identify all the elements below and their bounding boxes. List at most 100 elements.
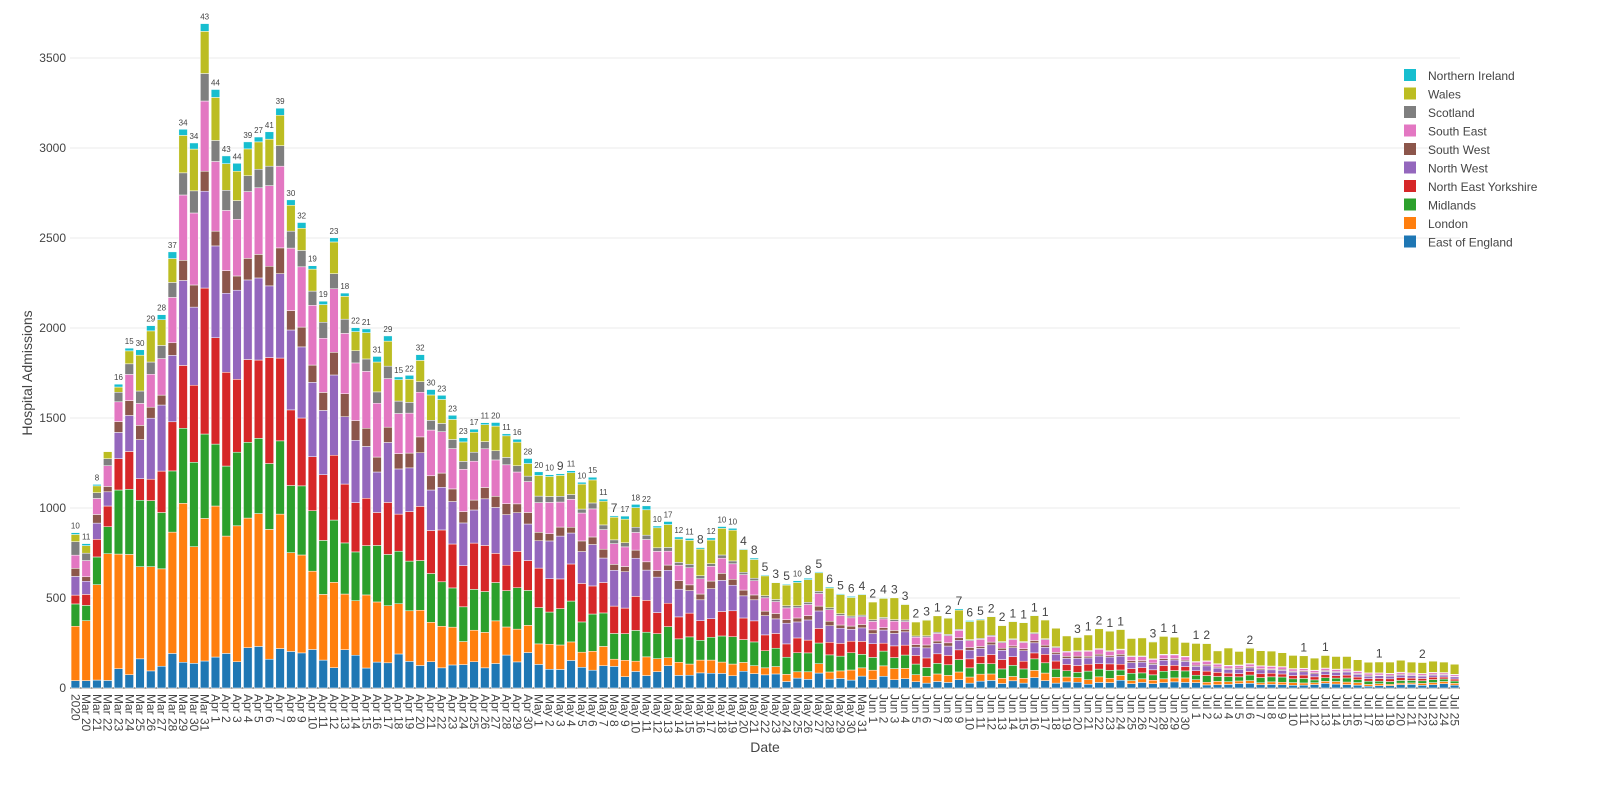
bar-segment-midlands [792, 652, 802, 673]
bar-segment-wales [1299, 655, 1309, 669]
bar-segment-north-east-yorkshire [383, 502, 393, 555]
legend-item-wales[interactable]: Wales [1404, 87, 1461, 102]
bar-segment-northern-ireland [598, 498, 608, 502]
bar-top-label: 20 [534, 461, 543, 470]
bar-segment-wales [350, 331, 361, 351]
bar-segment-north-east-yorkshire [135, 478, 145, 501]
bar-segment-north-east-yorkshire [70, 594, 80, 605]
legend-item-south-east[interactable]: South East [1404, 124, 1487, 139]
bar-segment-northern-ireland [243, 141, 253, 150]
bar-segment-north-west [1256, 669, 1266, 675]
bar-segment-south-east [641, 539, 652, 563]
legend-item-east-of-england[interactable]: East of England [1404, 235, 1513, 250]
bar-segment-midlands [631, 630, 641, 662]
bar-segment-north-east-yorkshire [210, 337, 221, 445]
bar-segment-northern-ireland [641, 505, 652, 511]
bar-segment-scotland [254, 168, 264, 189]
bar-segment-north-east-yorkshire [1148, 669, 1158, 676]
x-tick-label: Jul 9 [1275, 694, 1289, 720]
bar-stack [728, 528, 738, 689]
bar-stack [124, 347, 134, 689]
bar-segment-north-west [588, 544, 598, 587]
bar-segment-northern-ireland [92, 484, 102, 487]
bar-segment-north-east-yorkshire [620, 607, 630, 634]
bar-segment-east-of-england [469, 661, 479, 689]
bar-segment-midlands [878, 650, 889, 667]
bar-segment-london [1213, 681, 1223, 686]
bar-segment-london [760, 667, 770, 676]
bar-top-label: 30 [286, 189, 295, 198]
bar-top-label: 1 [1020, 607, 1027, 621]
bar-segment-south-west [189, 284, 199, 308]
bar-segment-london [1159, 678, 1169, 683]
bar-segment-south-west [491, 496, 501, 508]
bar-stack [404, 375, 414, 689]
bar-segment-north-west [1126, 662, 1136, 669]
bar-stack [1126, 638, 1136, 689]
bar-top-label: 44 [211, 79, 220, 88]
legend-item-northern-ireland[interactable]: Northern Ireland [1404, 69, 1515, 83]
bar-segment-south-west [943, 642, 953, 647]
bar-segment-northern-ireland [124, 347, 134, 352]
bar-segment-north-east-yorkshire [1062, 664, 1072, 671]
bar-top-label: 10 [577, 471, 586, 480]
bar-segment-south-east [501, 464, 511, 504]
bar-segment-south-east [447, 448, 458, 490]
bar-segment-london [254, 513, 264, 647]
bar-segment-midlands [674, 638, 684, 663]
bar-segment-south-east [415, 392, 425, 438]
bar-segment-northern-ireland [340, 292, 350, 297]
bar-segment-north-west [965, 649, 975, 660]
bar-segment-wales [1105, 630, 1115, 651]
bar-segment-south-west [544, 533, 555, 542]
bar-segment-east-of-england [1051, 682, 1061, 689]
bar-segment-south-west [318, 392, 328, 411]
legend-item-midlands[interactable]: Midlands [1404, 198, 1476, 213]
x-tick-label: Jun 26 [1135, 694, 1149, 730]
bar-segment-south-east [1116, 649, 1126, 655]
bar-top-label: 11 [599, 488, 608, 497]
legend-item-scotland[interactable]: Scotland [1404, 106, 1475, 120]
bar-segment-south-west [792, 617, 802, 623]
bar-segment-scotland [544, 496, 555, 503]
bar-segment-northern-ireland [491, 422, 501, 427]
bar-segment-north-west [1277, 670, 1287, 675]
bar-segment-north-west [167, 355, 177, 423]
bar-segment-wales [501, 435, 511, 458]
bar-segment-northern-ireland [792, 580, 802, 583]
legend-item-london[interactable]: London [1404, 217, 1468, 231]
bar-stack [781, 583, 792, 689]
bar-segment-north-west [1385, 675, 1395, 680]
x-tick-label: May 8 [607, 694, 621, 727]
bar-segment-south-west [415, 436, 425, 453]
bar-segment-midlands [1169, 670, 1180, 679]
legend-item-north-east-yorkshire[interactable]: North East Yorkshire [1404, 180, 1538, 194]
bar-segment-south-east [1223, 665, 1233, 669]
bar-top-label: 10 [71, 522, 80, 531]
x-tick-label: Jul 8 [1264, 694, 1278, 720]
x-tick-label: May 30 [844, 694, 858, 734]
bar-segment-scotland [771, 599, 781, 602]
y-tick-label: 3500 [39, 51, 66, 65]
legend-item-north-west[interactable]: North West [1404, 161, 1488, 176]
bar-stack [1309, 657, 1320, 689]
bar-top-label: 4 [880, 583, 887, 597]
x-tick-label: May 16 [693, 694, 707, 734]
bar-stack [846, 596, 856, 689]
bar-segment-northern-ireland [469, 428, 479, 433]
bar-top-label: 23 [459, 427, 468, 436]
bar-segment-wales [113, 386, 124, 393]
bar-segment-south-west [911, 644, 921, 648]
bar-top-label: 6 [826, 572, 833, 586]
bar-segment-north-west [394, 468, 404, 515]
bar-segment-east-of-england [1159, 682, 1169, 689]
bar-segment-east-of-england [728, 675, 738, 689]
bar-segment-east-of-england [361, 667, 371, 689]
legend-label: South East [1428, 125, 1487, 139]
legend-item-south-west[interactable]: South West [1404, 143, 1490, 157]
bar-segment-north-west [254, 277, 264, 361]
bar-segment-south-east [1299, 668, 1309, 671]
x-tick-label: Apr 29 [510, 694, 524, 730]
bar-top-label: 8 [95, 473, 100, 482]
bar-segment-south-west [404, 452, 414, 469]
